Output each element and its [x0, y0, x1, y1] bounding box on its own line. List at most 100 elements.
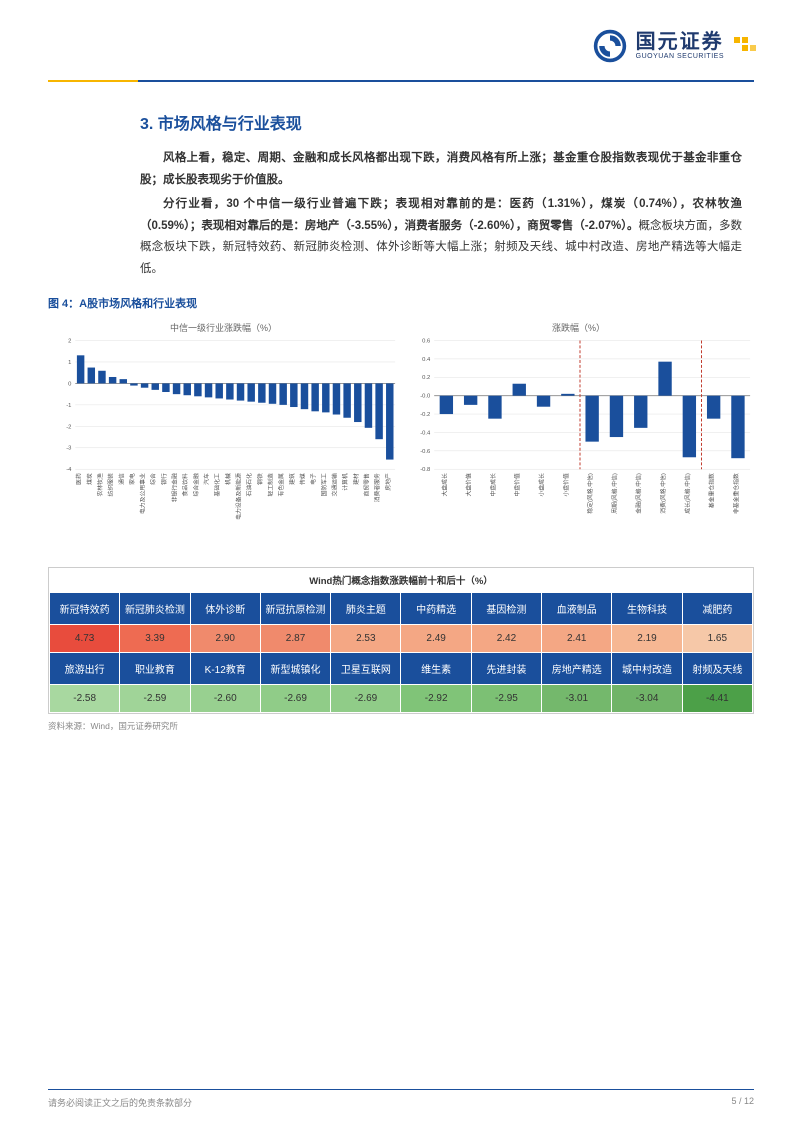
heat-header: 基因检测	[471, 593, 541, 625]
svg-text:综合: 综合	[149, 473, 157, 485]
chart-right-title: 涨跌幅（%）	[403, 321, 754, 334]
chart-left-svg: -4-3-2-1012医药煤炭农林牧渔纺织服装通信家电电力及公用事业综合银行非银…	[48, 334, 399, 544]
svg-text:通信: 通信	[117, 473, 125, 485]
heat-cell: -2.59	[120, 685, 190, 713]
svg-text:石油石化: 石油石化	[245, 473, 253, 497]
chart-right-svg: -0.8-0.6-0.4-0.2-0.00.20.40.6大盘成长大盘价值中盘成…	[403, 334, 754, 544]
heat-cell: -2.58	[50, 685, 120, 713]
svg-text:计算机: 计算机	[341, 473, 349, 491]
heat-header: 旅游出行	[50, 653, 120, 685]
heat-cell: -2.95	[471, 685, 541, 713]
heat-header: 血液制品	[542, 593, 612, 625]
heat-header: 新冠特效药	[50, 593, 120, 625]
heat-cell: 2.49	[401, 625, 471, 653]
svg-text:金融(风格.中信): 金融(风格.中信)	[635, 473, 643, 514]
heat-header: 新冠抗原检测	[260, 593, 330, 625]
source-note: 资料来源：Wind，国元证券研究所	[48, 720, 754, 732]
svg-text:-0.6: -0.6	[420, 449, 430, 455]
svg-text:稳定(风格.中信): 稳定(风格.中信)	[586, 473, 594, 514]
svg-text:电力及公用事业: 电力及公用事业	[139, 473, 147, 514]
heat-header: 体外诊断	[190, 593, 260, 625]
heat-cell: 1.65	[682, 625, 752, 653]
chart-left: 中信一级行业涨跌幅（%） -4-3-2-1012医药煤炭农林牧渔纺织服装通信家电…	[48, 317, 399, 557]
svg-text:0.2: 0.2	[422, 375, 430, 381]
svg-text:0.6: 0.6	[422, 339, 430, 345]
company-logo: 国元证券 GUOYUAN SECURITIES	[592, 28, 754, 64]
svg-text:煤炭: 煤炭	[85, 473, 93, 485]
chart-right: 涨跌幅（%） -0.8-0.6-0.4-0.2-0.00.20.40.6大盘成长…	[403, 317, 754, 557]
svg-text:家电: 家电	[128, 473, 136, 485]
main-content: 3. 市场风格与行业表现 风格上看，稳定、周期、金融和成长风格都出现下跌，消费风…	[0, 82, 802, 281]
heat-header: 新冠肺炎检测	[120, 593, 190, 625]
svg-text:医药: 医药	[75, 473, 83, 485]
heat-header: K-12教育	[190, 653, 260, 685]
svg-text:周期(风格.中信): 周期(风格.中信)	[610, 473, 618, 514]
svg-text:有色金属: 有色金属	[277, 473, 285, 497]
charts-container: 中信一级行业涨跌幅（%） -4-3-2-1012医药煤炭农林牧渔纺织服装通信家电…	[48, 317, 754, 557]
heat-header: 房地产精选	[542, 653, 612, 685]
heat-cell: -3.01	[542, 685, 612, 713]
header-divider	[48, 80, 754, 82]
page-footer: 请务必阅读正文之后的免责条款部分 5 / 12	[48, 1089, 754, 1109]
heatmap-title: Wind热门概念指数涨跌幅前十和后十（%）	[49, 568, 753, 592]
svg-text:非基金重仓指数: 非基金重仓指数	[732, 473, 740, 514]
svg-text:0: 0	[68, 381, 72, 387]
heat-header: 中药精选	[401, 593, 471, 625]
heat-cell: 2.19	[612, 625, 682, 653]
svg-text:成长(风格.中信): 成长(风格.中信)	[683, 473, 691, 514]
svg-text:非银行金融: 非银行金融	[171, 473, 179, 502]
svg-text:传媒: 传媒	[298, 473, 306, 485]
heat-header: 新型城镇化	[260, 653, 330, 685]
heat-header: 射频及天线	[682, 653, 752, 685]
svg-text:-1: -1	[66, 403, 71, 409]
logo-mark-icon	[592, 28, 628, 64]
svg-text:轻工制造: 轻工制造	[267, 473, 275, 497]
svg-text:综合金融: 综合金融	[192, 473, 200, 497]
svg-text:基础化工: 基础化工	[213, 473, 221, 497]
svg-text:建材: 建材	[352, 473, 360, 485]
footer-page: 5 / 12	[731, 1096, 754, 1109]
heat-header: 减肥药	[682, 593, 752, 625]
company-name-cn: 国元证券	[636, 31, 724, 53]
svg-text:大盘成长: 大盘成长	[440, 473, 448, 497]
svg-text:中盘价值: 中盘价值	[513, 473, 521, 497]
svg-text:-3: -3	[66, 446, 71, 452]
heat-header: 生物科技	[612, 593, 682, 625]
heat-cell: -2.60	[190, 685, 260, 713]
svg-text:中盘成长: 中盘成长	[489, 473, 497, 497]
svg-text:-0.8: -0.8	[420, 467, 430, 473]
svg-text:汽车: 汽车	[203, 473, 211, 485]
heat-cell: 2.87	[260, 625, 330, 653]
heat-header: 先进封装	[471, 653, 541, 685]
svg-text:-4: -4	[66, 467, 72, 473]
heat-cell: -2.69	[331, 685, 401, 713]
svg-text:商贸零售: 商贸零售	[362, 473, 370, 497]
svg-text:小盘价值: 小盘价值	[562, 473, 570, 497]
heat-header: 职业教育	[120, 653, 190, 685]
svg-text:纺织服装: 纺织服装	[107, 473, 115, 497]
heat-cell: 2.42	[471, 625, 541, 653]
paragraph-2: 分行业看，30 个中信一级行业普遍下跌；表现相对靠前的是：医药（1.31%），煤…	[140, 194, 742, 281]
svg-text:建筑: 建筑	[288, 473, 296, 485]
svg-text:电力设备及新能源: 电力设备及新能源	[235, 473, 243, 520]
heat-cell: -3.04	[612, 685, 682, 713]
heat-cell: -2.69	[260, 685, 330, 713]
heat-cell: -4.41	[682, 685, 752, 713]
svg-text:大盘价值: 大盘价值	[465, 473, 473, 497]
svg-text:农林牧渔: 农林牧渔	[96, 473, 104, 497]
heat-cell: 2.53	[331, 625, 401, 653]
heat-cell: 2.90	[190, 625, 260, 653]
svg-text:电子: 电子	[309, 473, 317, 485]
heat-header: 肺炎主题	[331, 593, 401, 625]
svg-text:食品饮料: 食品饮料	[181, 473, 189, 497]
logo-accent-icon	[732, 35, 754, 57]
svg-text:-2: -2	[66, 424, 71, 430]
svg-text:基金重仓指数: 基金重仓指数	[708, 473, 716, 508]
heat-header: 卫星互联网	[331, 653, 401, 685]
svg-text:消费(风格.中信): 消费(风格.中信)	[659, 473, 667, 514]
svg-text:0.4: 0.4	[422, 357, 431, 363]
heatmap-container: Wind热门概念指数涨跌幅前十和后十（%） 新冠特效药新冠肺炎检测体外诊断新冠抗…	[48, 567, 754, 714]
figure-caption: 图 4：A股市场风格和行业表现	[48, 295, 802, 311]
svg-text:1: 1	[68, 360, 71, 366]
svg-text:-0.0: -0.0	[420, 394, 431, 400]
